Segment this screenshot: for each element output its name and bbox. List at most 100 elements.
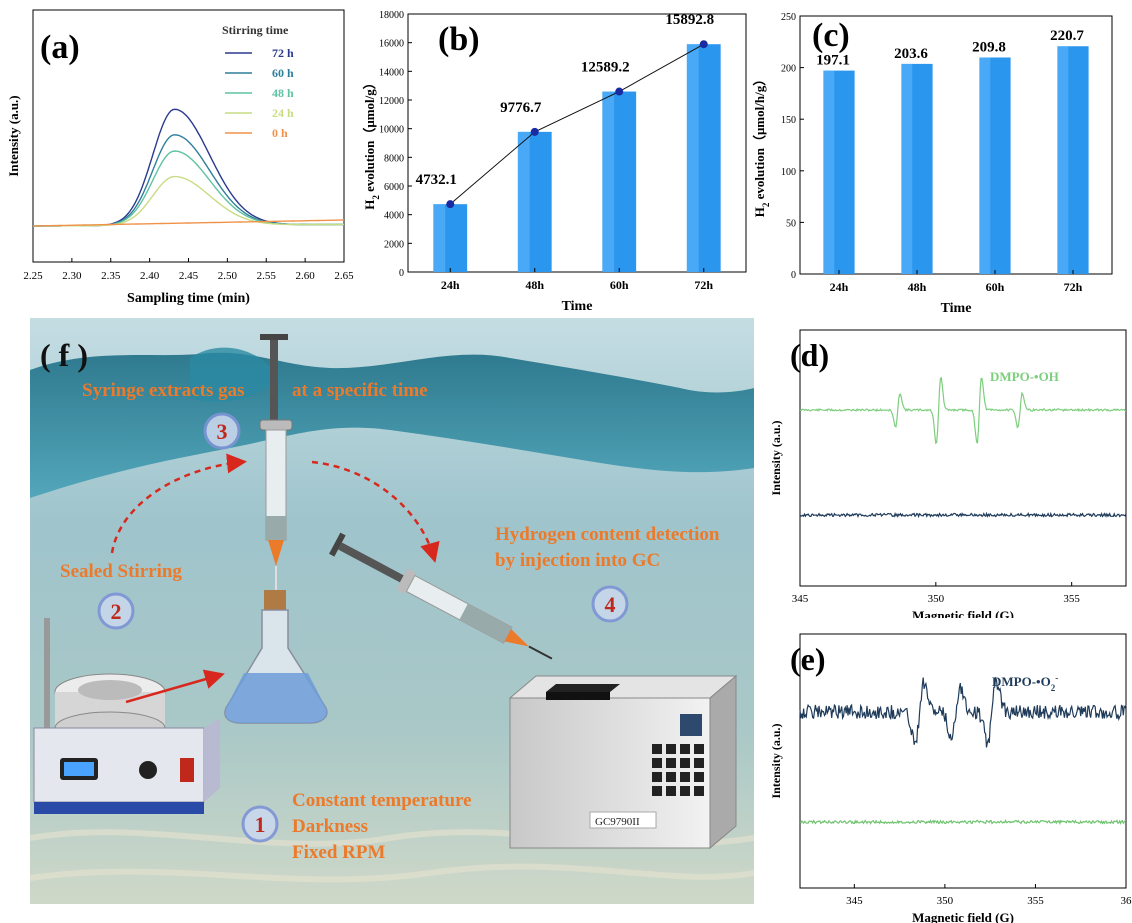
step2-text: Sealed Stirring: [60, 561, 182, 582]
step4-text-1: Hydrogen content detection: [495, 524, 720, 545]
c-bar: [979, 57, 1011, 274]
panel-b-chart: (b) 0 2000 4000 6000 8000 10000 12000 14000 1600…: [362, 10, 747, 312]
d-xtick-label: 350: [928, 593, 945, 605]
d-series-label: DMPO-•OH: [990, 369, 1059, 384]
panel-d-label: (d): [790, 337, 829, 373]
a-series-line: [33, 150, 344, 227]
c-x-axis-title: Time: [941, 301, 972, 312]
c-data-label: 220.7: [1050, 28, 1084, 44]
e-xtick-label: 350: [937, 895, 954, 907]
panel-a-chart: (a) 2.25 2.30 2.35 2.40 2.45 2.50 2.55 2.60 2.65…: [6, 9, 354, 306]
panel-f-schematic: ( f ) Syringe extracts gas at a specific…: [30, 318, 754, 904]
e-xtick-label: 36: [1121, 895, 1132, 907]
a-xtick-label: 2.30: [62, 270, 82, 282]
d-plot-frame: [799, 329, 1127, 587]
gc-key: [666, 744, 676, 754]
b-xtick-label: 72h: [694, 278, 713, 292]
b-ytick-label: 0: [399, 268, 404, 279]
step3-marker: 3: [203, 412, 241, 450]
a-xtick-label: 2.60: [296, 270, 316, 282]
a-legend-entry: 72 h: [272, 46, 294, 60]
c-xtick-label: 60h: [986, 280, 1005, 294]
gc-instrument: GC9790II: [508, 674, 738, 850]
a-legend-entry: 60 h: [272, 66, 294, 80]
b-data-label: 12589.2: [581, 60, 630, 76]
gc-key: [694, 772, 704, 782]
step2-marker: 2: [97, 592, 135, 630]
a-legend-entry: 24 h: [272, 106, 294, 120]
e-plot-frame: [799, 633, 1127, 889]
syringe-diagonal: [329, 532, 553, 660]
b-point: [699, 40, 708, 49]
c-ytick-label: 0: [791, 270, 796, 281]
svg-text:1: 1: [255, 812, 266, 837]
syringe-vertical: [259, 334, 293, 608]
arc-stir-to-extract: [110, 453, 247, 554]
c-y-axis-title: H2 evolution（μmol/h/g）: [752, 73, 771, 217]
c-xtick-label: 48h: [908, 280, 927, 294]
b-data-label: 15892.8: [665, 12, 714, 28]
gc-key: [652, 758, 662, 768]
c-bar: [1057, 46, 1089, 275]
c-ytick-label: 100: [781, 167, 796, 178]
gc-key: [666, 786, 676, 796]
b-ytick-label: 12000: [379, 96, 404, 107]
c-ytick-label: 250: [781, 12, 796, 23]
gc-key: [680, 744, 690, 754]
arrow-stirrer-to-flask: [125, 669, 225, 704]
panel-e-label: (e): [790, 641, 826, 677]
step1-line-3: Fixed RPM: [292, 842, 385, 863]
gc-key: [666, 772, 676, 782]
b-trend-line: [449, 43, 704, 205]
c-xtick-label: 72h: [1064, 280, 1083, 294]
c-ytick-label: 150: [781, 115, 796, 126]
gc-key: [652, 744, 662, 754]
c-data-label: 197.1: [816, 53, 850, 69]
c-data-label: 203.6: [894, 46, 928, 62]
e-xtick-label: 355: [1027, 895, 1044, 907]
c-ytick-label: 50: [786, 218, 796, 229]
gc-key: [652, 786, 662, 796]
gc-key: [694, 758, 704, 768]
a-xtick-label: 2.25: [23, 270, 43, 282]
a-series-line: [33, 108, 344, 227]
a-xtick-label: 2.65: [334, 270, 354, 282]
step1-marker: 1: [241, 805, 279, 843]
b-ytick-label: 2000: [384, 239, 404, 250]
a-xtick-label: 2.45: [179, 270, 199, 282]
a-series-line: [33, 219, 344, 227]
b-xtick-label: 48h: [525, 278, 544, 292]
c-data-label: 209.8: [972, 39, 1006, 55]
svg-text:3: 3: [217, 419, 228, 444]
d-baseline-trace: [799, 511, 1127, 519]
b-ytick-label: 18000: [379, 10, 404, 21]
hot-plate-stirrer: [33, 618, 220, 814]
b-y-axis-title: H2 evolution（μmol/g）: [362, 76, 381, 210]
panel-c-chart: (c) 0 50 100 150 200 250 24h 197.1 48h 203.6 60h 20…: [752, 12, 1113, 312]
b-ytick-label: 8000: [384, 153, 404, 164]
e-y-axis-title: Intensity (a.u.): [770, 723, 783, 798]
panel-f-label: ( f ): [40, 337, 88, 373]
a-xtick-label: 2.40: [140, 270, 160, 282]
panel-b-label: (b): [438, 21, 480, 58]
b-bar: [517, 131, 552, 272]
step1-line-2: Darkness: [292, 816, 368, 837]
e-signal-trace: [799, 676, 1127, 748]
gc-key: [694, 786, 704, 796]
c-bar: [823, 70, 855, 274]
b-bar: [686, 44, 721, 272]
b-bar: [602, 91, 637, 272]
b-ytick-label: 6000: [384, 182, 404, 193]
b-point: [446, 200, 455, 209]
arc-extract-to-inject: [311, 460, 440, 563]
d-xtick-label: 345: [792, 593, 809, 605]
a-y-axis-title: Intensity (a.u.): [6, 95, 21, 176]
b-ytick-label: 10000: [379, 125, 404, 136]
a-x-axis-title: Sampling time (min): [127, 291, 250, 306]
gc-key: [680, 772, 690, 782]
flask: [224, 590, 328, 724]
svg-text:4: 4: [605, 592, 616, 617]
c-ytick-label: 200: [781, 64, 796, 75]
gc-key: [680, 758, 690, 768]
b-x-axis-title: Time: [562, 299, 593, 312]
